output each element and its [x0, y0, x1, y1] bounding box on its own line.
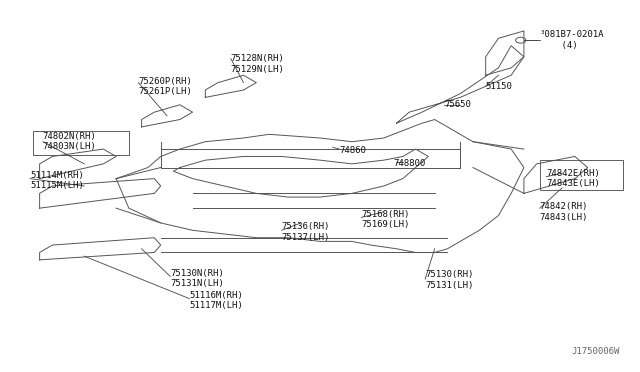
Text: 74842E(RH)
74843E(LH): 74842E(RH) 74843E(LH) — [546, 169, 600, 188]
Text: 51114M(RH)
51115M(LH): 51114M(RH) 51115M(LH) — [30, 171, 84, 190]
Text: 748800: 748800 — [394, 159, 426, 169]
Text: 75130N(RH)
75131N(LH): 75130N(RH) 75131N(LH) — [170, 269, 224, 288]
Text: 75260P(RH)
75261P(LH): 75260P(RH) 75261P(LH) — [138, 77, 192, 96]
Text: 75128N(RH)
75129N(LH): 75128N(RH) 75129N(LH) — [231, 54, 285, 74]
Text: 75130(RH)
75131(LH): 75130(RH) 75131(LH) — [425, 270, 474, 290]
Text: 74860: 74860 — [339, 147, 366, 155]
Text: 51116M(RH)
51117M(LH): 51116M(RH) 51117M(LH) — [189, 291, 243, 310]
Text: 75650: 75650 — [444, 100, 471, 109]
Text: J1750006W: J1750006W — [571, 347, 620, 356]
Text: 51150: 51150 — [486, 82, 513, 91]
Text: 74842(RH)
74843(LH): 74842(RH) 74843(LH) — [540, 202, 588, 222]
Text: 74802N(RH)
74803N(LH): 74802N(RH) 74803N(LH) — [43, 132, 97, 151]
Text: 75168(RH)
75169(LH): 75168(RH) 75169(LH) — [362, 209, 410, 229]
Text: 75136(RH)
75137(LH): 75136(RH) 75137(LH) — [282, 222, 330, 242]
Text: ³081B7-0201A
    (4): ³081B7-0201A (4) — [540, 31, 604, 50]
